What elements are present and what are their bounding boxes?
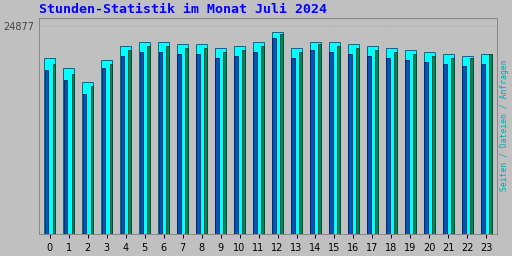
Bar — [204, 48, 207, 233]
Bar — [489, 54, 492, 233]
Bar — [310, 50, 314, 233]
Bar — [329, 42, 340, 233]
Bar — [291, 58, 295, 233]
Bar — [147, 46, 151, 233]
Bar — [82, 82, 93, 233]
Bar — [242, 50, 245, 233]
Bar — [272, 38, 276, 233]
Bar — [101, 68, 105, 233]
Bar — [72, 74, 74, 233]
Bar — [197, 54, 200, 233]
Bar — [481, 64, 484, 233]
Bar — [413, 54, 416, 233]
Bar — [356, 48, 359, 233]
Bar — [44, 58, 55, 233]
Bar — [300, 52, 302, 233]
Y-axis label: Seiten / Dateien / Anfragen: Seiten / Dateien / Anfragen — [500, 60, 508, 191]
Bar — [178, 54, 181, 233]
Bar — [462, 56, 473, 233]
Bar — [139, 42, 151, 233]
Bar — [140, 52, 143, 233]
Bar — [159, 52, 162, 233]
Bar — [348, 54, 352, 233]
Bar — [234, 56, 238, 233]
Bar — [386, 48, 397, 233]
Bar — [367, 56, 371, 233]
Bar — [82, 94, 86, 233]
Bar — [261, 46, 264, 233]
Bar — [253, 52, 257, 233]
Bar — [196, 44, 207, 233]
Bar — [110, 64, 112, 233]
Bar — [424, 62, 428, 233]
Bar — [406, 60, 409, 233]
Bar — [386, 58, 390, 233]
Bar — [158, 42, 169, 233]
Bar — [45, 70, 48, 233]
Bar — [329, 52, 333, 233]
Bar — [337, 46, 340, 233]
Bar — [63, 80, 67, 233]
Bar — [272, 32, 283, 233]
Bar — [432, 56, 435, 233]
Bar — [53, 64, 55, 233]
Bar — [348, 44, 359, 233]
Bar — [166, 46, 169, 233]
Bar — [215, 48, 226, 233]
Bar — [318, 44, 321, 233]
Bar — [216, 58, 219, 233]
Bar — [101, 60, 112, 233]
Bar — [470, 58, 473, 233]
Bar — [405, 50, 416, 233]
Bar — [481, 54, 492, 233]
Bar — [234, 46, 245, 233]
Bar — [63, 68, 74, 233]
Bar — [451, 58, 454, 233]
Bar — [291, 48, 302, 233]
Bar — [462, 66, 465, 233]
Bar — [394, 52, 397, 233]
Bar — [120, 56, 124, 233]
Bar — [281, 34, 283, 233]
Bar — [129, 50, 131, 233]
Bar — [223, 52, 226, 233]
Bar — [443, 54, 454, 233]
Text: Stunden-Statistik im Monat Juli 2024: Stunden-Statistik im Monat Juli 2024 — [39, 4, 327, 16]
Bar — [177, 44, 188, 233]
Bar — [443, 64, 446, 233]
Bar — [91, 86, 93, 233]
Bar — [424, 52, 435, 233]
Bar — [367, 46, 378, 233]
Bar — [310, 42, 321, 233]
Bar — [253, 42, 264, 233]
Bar — [375, 50, 378, 233]
Bar — [185, 48, 188, 233]
Bar — [120, 46, 131, 233]
